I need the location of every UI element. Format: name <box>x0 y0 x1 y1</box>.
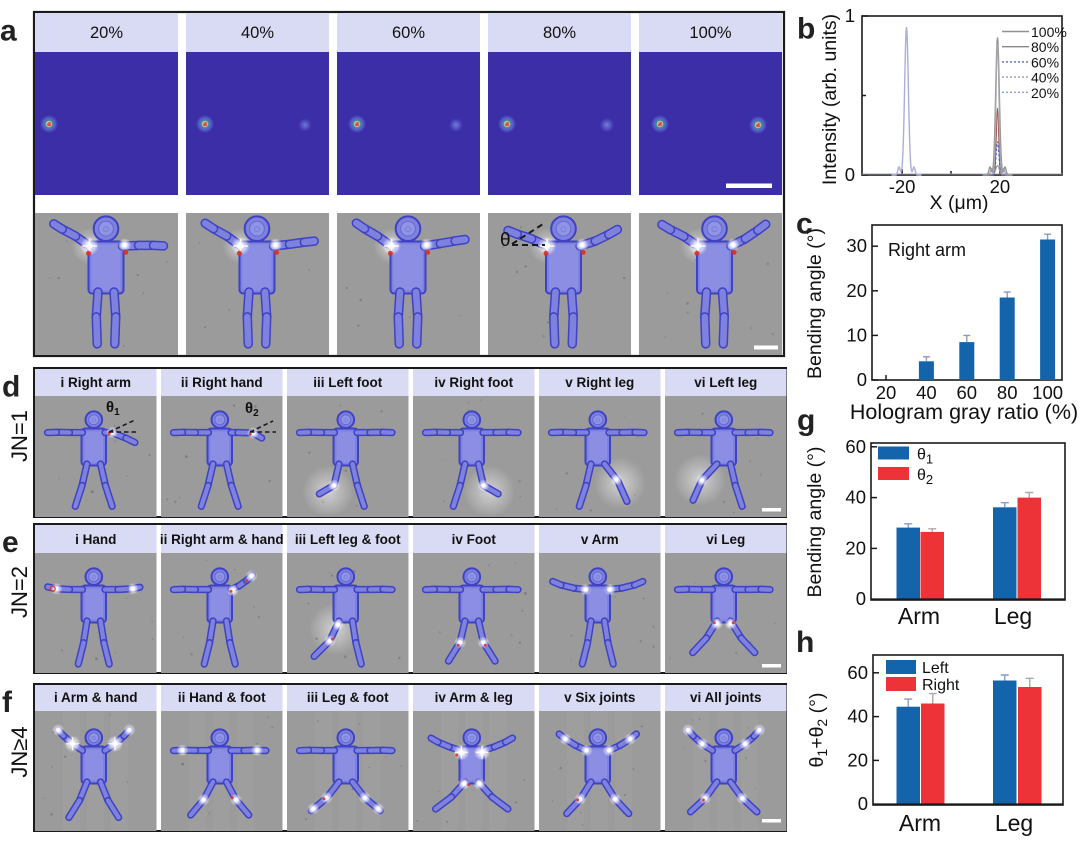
svg-text:Leg: Leg <box>995 810 1033 836</box>
svg-text:Right arm: Right arm <box>888 240 966 260</box>
svg-text:20%: 20% <box>1031 85 1059 101</box>
svg-text:v Six joints: v Six joints <box>564 690 635 705</box>
svg-text:h: h <box>796 626 814 659</box>
svg-text:-20: -20 <box>889 176 916 197</box>
svg-text:20: 20 <box>846 280 867 301</box>
svg-text:0: 0 <box>856 588 866 609</box>
svg-text:g: g <box>797 404 815 437</box>
svg-text:vi All joints: vi All joints <box>690 690 762 705</box>
svg-text:θ2: θ2 <box>917 467 933 487</box>
svg-text:40: 40 <box>916 382 937 403</box>
svg-text:Bending angle (°): Bending angle (°) <box>804 447 826 598</box>
svg-text:Arm: Arm <box>898 603 940 629</box>
svg-text:20: 20 <box>845 537 866 558</box>
svg-text:iii Left foot: iii Left foot <box>313 375 382 390</box>
svg-text:iv Right foot: iv Right foot <box>434 375 513 390</box>
svg-text:i Arm & hand: i Arm & hand <box>54 690 138 705</box>
svg-text:60: 60 <box>957 382 978 403</box>
svg-text:40: 40 <box>845 487 866 508</box>
svg-text:vi Leg: vi Leg <box>706 532 745 547</box>
svg-text:i Right arm: i Right arm <box>60 375 131 390</box>
svg-text:40%: 40% <box>1031 70 1059 86</box>
svg-text:0: 0 <box>845 164 855 185</box>
svg-text:0: 0 <box>858 793 868 814</box>
svg-text:20: 20 <box>876 382 897 403</box>
svg-text:v Right leg: v Right leg <box>565 375 634 390</box>
svg-text:80%: 80% <box>1031 39 1059 55</box>
svg-text:20: 20 <box>990 176 1011 197</box>
svg-text:iii Left leg & foot: iii Left leg & foot <box>295 532 401 547</box>
svg-text:e: e <box>2 526 19 559</box>
svg-text:i Hand: i Hand <box>75 532 116 547</box>
svg-text:60%: 60% <box>1031 54 1059 70</box>
svg-text:20: 20 <box>847 749 868 770</box>
svg-text:40%: 40% <box>241 24 274 42</box>
svg-text:iv Foot: iv Foot <box>452 532 497 547</box>
svg-text:80: 80 <box>997 382 1018 403</box>
svg-text:Bending angle (°): Bending angle (°) <box>804 228 826 379</box>
svg-text:JN≥4: JN≥4 <box>7 726 32 777</box>
svg-text:ii Right hand: ii Right hand <box>181 375 263 390</box>
svg-text:Left: Left <box>922 660 949 677</box>
svg-text:Intensity (arb. units): Intensity (arb. units) <box>819 14 841 185</box>
svg-text:iv Arm & leg: iv Arm & leg <box>435 690 513 705</box>
svg-text:0: 0 <box>857 369 867 390</box>
svg-text:f: f <box>2 686 13 719</box>
svg-text:b: b <box>797 13 815 46</box>
svg-text:1: 1 <box>845 5 855 26</box>
svg-text:60: 60 <box>847 662 868 683</box>
svg-text:30: 30 <box>846 235 867 256</box>
svg-text:JN=1: JN=1 <box>7 410 32 462</box>
svg-text:c: c <box>796 208 813 241</box>
svg-text:X (μm): X (μm) <box>930 192 989 214</box>
svg-text:Arm: Arm <box>899 810 941 836</box>
svg-text:ii Right arm & hand: ii Right arm & hand <box>160 532 284 547</box>
svg-text:JN=2: JN=2 <box>7 566 32 618</box>
svg-text:Hologram gray ratio (%): Hologram gray ratio (%) <box>850 400 1078 424</box>
svg-text:θ1: θ1 <box>917 447 933 467</box>
svg-text:60: 60 <box>845 436 866 457</box>
svg-text:θ: θ <box>500 230 511 251</box>
svg-text:10: 10 <box>846 324 867 345</box>
svg-text:100: 100 <box>1032 382 1063 403</box>
svg-text:ii Hand & foot: ii Hand & foot <box>178 690 266 705</box>
svg-text:vi Left leg: vi Left leg <box>694 375 757 390</box>
svg-text:Leg: Leg <box>994 603 1032 629</box>
svg-text:v Arm: v Arm <box>581 532 619 547</box>
svg-text:80%: 80% <box>543 24 576 42</box>
svg-text:100%: 100% <box>689 24 732 42</box>
svg-text:100%: 100% <box>1031 24 1067 40</box>
svg-text:Right: Right <box>922 677 960 694</box>
svg-text:60%: 60% <box>392 24 425 42</box>
svg-text:40: 40 <box>847 706 868 727</box>
svg-text:d: d <box>2 371 20 404</box>
svg-text:iii Leg & foot: iii Leg & foot <box>307 690 389 705</box>
svg-text:a: a <box>0 15 17 48</box>
svg-text:20%: 20% <box>90 24 123 42</box>
